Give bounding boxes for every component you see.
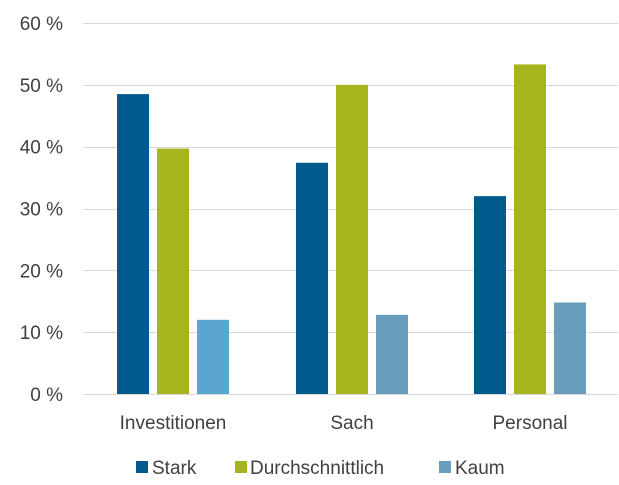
x-category-label: Investitionen	[120, 413, 227, 434]
bar-kaum-personal	[554, 302, 586, 394]
bar-durchschnittlich-investitionen	[157, 148, 189, 394]
bar-kaum-investitionen	[197, 319, 229, 394]
bar-stark-investitionen	[117, 94, 149, 394]
x-category-label: Personal	[493, 413, 568, 434]
y-tick-label: 40 %	[20, 138, 63, 159]
y-tick-label: 10 %	[20, 323, 63, 344]
y-tick-label: 20 %	[20, 261, 63, 282]
legend-label-stark: Stark	[152, 458, 197, 479]
y-axis-tick-labels: 0 % 10 % 20 % 30 % 40 % 50 % 60 %	[20, 14, 63, 406]
bar-kaum-sach	[376, 314, 408, 394]
legend-label-durchschnittlich: Durchschnittlich	[250, 458, 384, 479]
legend-swatch-stark	[136, 461, 148, 473]
y-tick-label: 60 %	[20, 14, 63, 35]
bar-durchschnittlich-sach	[336, 84, 368, 394]
bars	[117, 64, 586, 394]
legend: Stark Durchschnittlich Kaum	[136, 458, 505, 479]
y-tick-label: 30 %	[20, 200, 63, 221]
x-category-label: Sach	[330, 413, 373, 434]
bar-stark-sach	[296, 162, 328, 394]
x-axis-category-labels: Investitionen Sach Personal	[120, 413, 568, 434]
legend-swatch-durchschnittlich	[235, 461, 247, 473]
bar-stark-personal	[474, 196, 506, 394]
legend-swatch-kaum	[439, 461, 451, 473]
legend-label-kaum: Kaum	[455, 458, 505, 479]
bar-durchschnittlich-personal	[514, 64, 546, 394]
y-tick-label: 0 %	[30, 385, 63, 406]
y-tick-label: 50 %	[20, 76, 63, 97]
